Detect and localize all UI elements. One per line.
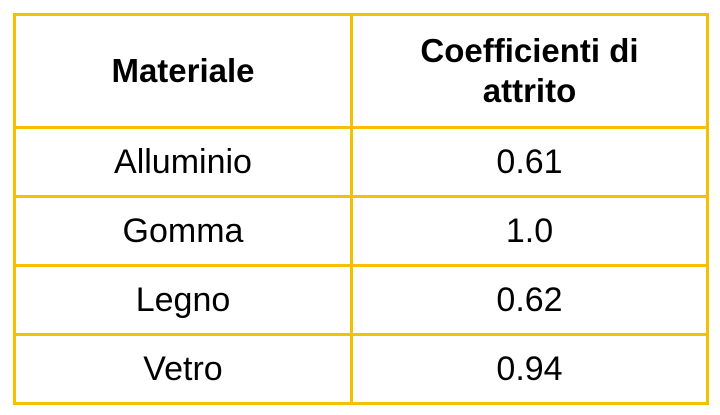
table-row: Legno 0.62 [13, 264, 709, 336]
cell-coefficient: 0.62 [350, 264, 709, 336]
header-material: Materiale [13, 13, 353, 129]
table-row: Gomma 1.0 [13, 195, 709, 267]
friction-table-container: Materiale Coefficienti di attrito Allumi… [13, 13, 709, 405]
table-header-row: Materiale Coefficienti di attrito [13, 13, 709, 129]
header-friction-coefficient: Coefficienti di attrito [350, 13, 709, 129]
header-friction-line-2: attrito [482, 72, 577, 109]
cell-material: Alluminio [13, 126, 353, 198]
cell-material: Gomma [13, 195, 353, 267]
cell-coefficient: 0.61 [350, 126, 709, 198]
table-row: Alluminio 0.61 [13, 126, 709, 198]
cell-material: Vetro [13, 333, 353, 405]
table-row: Vetro 0.94 [13, 333, 709, 405]
cell-coefficient: 1.0 [350, 195, 709, 267]
header-friction-line-1: Coefficienti di [420, 32, 639, 69]
friction-table: Materiale Coefficienti di attrito Allumi… [13, 13, 709, 405]
cell-coefficient: 0.94 [350, 333, 709, 405]
cell-material: Legno [13, 264, 353, 336]
